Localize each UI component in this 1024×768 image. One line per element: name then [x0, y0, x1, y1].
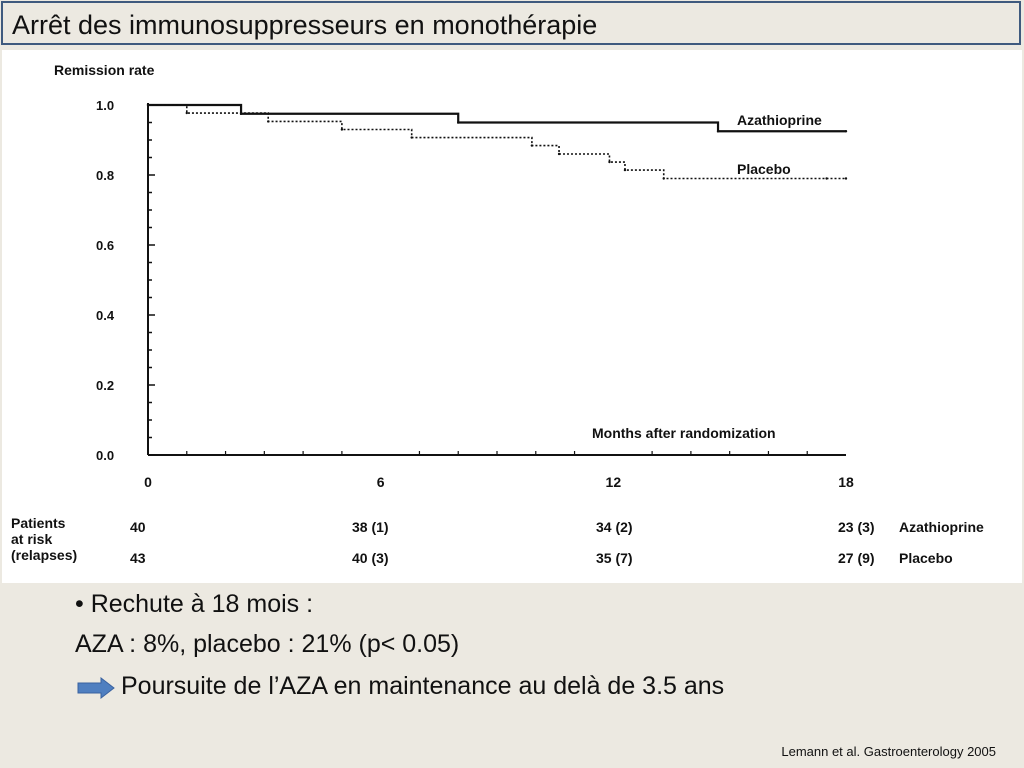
risk-aza-0: 40: [130, 519, 146, 535]
maintenance-conclusion: Poursuite de l’AZA en maintenance au del…: [121, 672, 725, 700]
risk-pla-0: 43: [130, 550, 146, 566]
relapse-rates: AZA : 8%, placebo : 21% (p< 0.05): [75, 630, 460, 658]
risk-title-line3: (relapses): [11, 547, 78, 563]
data-point-placebo: [844, 177, 848, 180]
y-tick-label: 0.2: [96, 378, 114, 393]
y-tick-label: 1.0: [96, 98, 114, 113]
y-axis-label: Remission rate: [54, 62, 155, 78]
y-ticks: 0.0 0.2 0.4 0.6 0.8 1.0: [96, 98, 155, 463]
x-tick-label: 0: [144, 474, 152, 490]
data-point-placebo: [623, 168, 627, 172]
data-point-azathioprine: [844, 130, 848, 133]
risk-aza-6: 38 (1): [352, 519, 389, 535]
km-figure: Remission rate 0.0 0.2 0.4 0.6 0.8 1.0 0 6 12 18…: [2, 50, 1022, 583]
x-ticks: 0 6 12 18: [144, 451, 854, 490]
data-point-placebo: [608, 160, 611, 164]
series-line-azathioprine: [148, 103, 846, 133]
y-tick-label: 0.0: [96, 448, 114, 463]
data-point-placebo: [267, 120, 270, 123]
series-group: [146, 103, 848, 180]
x-tick-label: 12: [606, 474, 622, 490]
risk-aza-18: 23 (3): [838, 519, 875, 535]
x-tick-label: 18: [838, 474, 854, 490]
x-tick-label: 6: [377, 474, 385, 490]
right-arrow-icon: [77, 677, 115, 699]
bullet-relapse: • Rechute à 18 mois :: [75, 590, 314, 618]
slide-title: Arrêt des immunosuppresseurs en monothér…: [12, 10, 598, 40]
data-point-placebo: [410, 136, 413, 139]
data-point-placebo: [825, 177, 828, 180]
y-tick-label: 0.6: [96, 238, 114, 253]
axes: [147, 103, 846, 456]
data-point-placebo: [340, 128, 344, 131]
x-axis-label: Months after randomization: [592, 425, 776, 441]
citation: Lemann et al. Gastroenterology 2005: [781, 744, 996, 759]
risk-title-line1: Patients: [11, 515, 66, 531]
risk-pla-12: 35 (7): [596, 550, 633, 566]
risk-aza-name: Azathioprine: [899, 519, 984, 535]
risk-title-line2: at risk: [11, 531, 53, 547]
km-chart: Remission rate 0.0 0.2 0.4 0.6 0.8 1.0 0 6 12 18…: [54, 62, 854, 490]
data-point-placebo: [530, 144, 534, 147]
data-point-placebo: [557, 152, 561, 156]
series-label-azathioprine: Azathioprine: [737, 112, 822, 128]
title-bar: Arrêt des immunosuppresseurs en monothér…: [1, 1, 1021, 45]
series-label-placebo: Placebo: [737, 161, 791, 177]
data-point-placebo: [662, 177, 665, 180]
risk-pla-18: 27 (9): [838, 550, 875, 566]
y-tick-label: 0.4: [96, 308, 115, 323]
data-point-azathioprine: [457, 121, 460, 124]
risk-pla-6: 40 (3): [352, 550, 389, 566]
data-point-placebo: [185, 111, 188, 115]
risk-pla-name: Placebo: [899, 550, 953, 566]
y-tick-label: 0.8: [96, 168, 114, 183]
data-point-azathioprine: [716, 130, 720, 133]
risk-aza-12: 34 (2): [596, 519, 633, 535]
data-point-placebo: [146, 103, 150, 107]
